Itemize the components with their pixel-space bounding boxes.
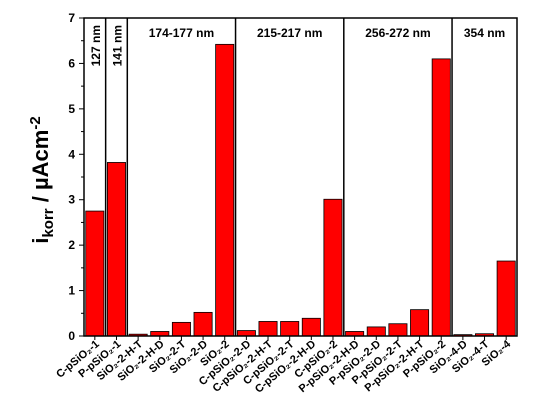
y-label-main: i	[28, 238, 53, 244]
y-tick-label-6: 6	[68, 56, 75, 70]
bar-7	[236, 330, 256, 337]
y-tick-label-4: 4	[68, 147, 75, 161]
bar-13	[366, 326, 386, 337]
group-label-3: 215-217 nm	[257, 26, 322, 40]
bar-1	[106, 162, 126, 337]
y-tick-label-5: 5	[68, 102, 75, 116]
bar-16	[431, 58, 451, 337]
bar-5	[193, 311, 213, 337]
y-label-sup: -2	[27, 116, 44, 129]
bar-9	[280, 321, 300, 337]
bar-15	[410, 309, 430, 337]
group-label-0: 127 nm	[89, 25, 103, 66]
x-axis: C-pSiO₂-1P-pSiO₂-1SiO₂-2-H-TSiO₂-2-H-DSi…	[54, 336, 514, 396]
bar-6	[215, 43, 235, 337]
y-tick-label-7: 7	[68, 11, 75, 25]
bar-0	[85, 210, 105, 337]
y-axis-label: ikorr / µAcm-2	[27, 116, 57, 243]
bar-19	[496, 260, 516, 337]
y-tick-label-3: 3	[68, 193, 75, 207]
bar-8	[258, 321, 278, 337]
y-tick-label-2: 2	[68, 238, 75, 252]
y-tick-label-1: 1	[68, 284, 75, 298]
group-label-4: 256-272 nm	[365, 26, 430, 40]
group-labels: 127 nm 141 nm 174-177 nm 215-217 nm 256-272 …	[89, 25, 505, 66]
y-axis: 0 1 2 3 4 5 6 7	[68, 11, 84, 343]
bar-10	[301, 317, 321, 337]
y-label-unit: / µAcm	[28, 130, 53, 209]
group-label-1: 141 nm	[110, 25, 124, 66]
group-dividers	[104, 18, 453, 336]
bar-14	[388, 323, 408, 337]
group-label-2: 174-177 nm	[149, 26, 214, 40]
bar-11	[323, 198, 343, 337]
y-tick-label-0: 0	[68, 329, 75, 343]
bar-4	[171, 321, 191, 337]
group-label-5: 354 nm	[464, 26, 505, 40]
bars-layer	[85, 43, 516, 337]
y-label-sub: korr	[40, 208, 57, 237]
